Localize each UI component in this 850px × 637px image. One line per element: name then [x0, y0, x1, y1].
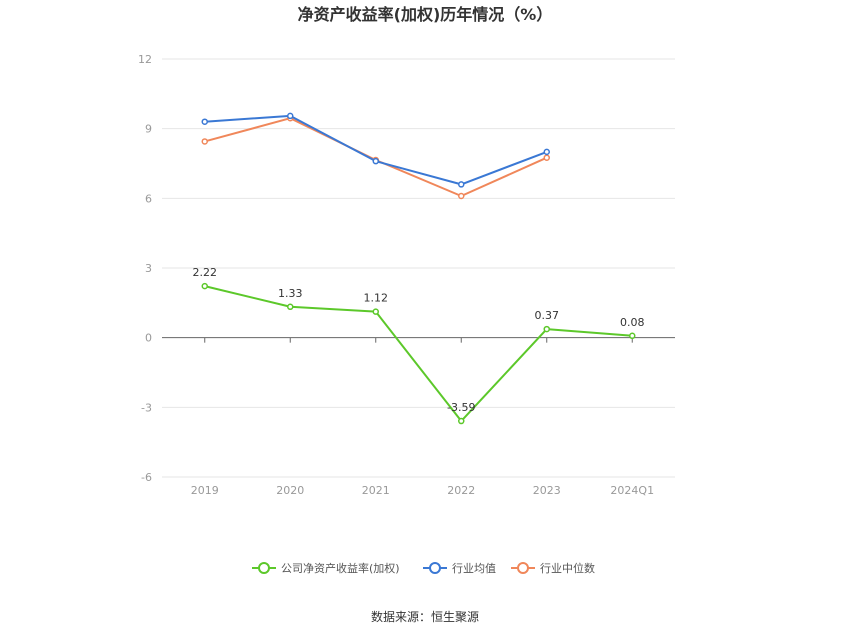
data-point[interactable]	[458, 181, 465, 188]
series-line	[204, 114, 548, 186]
legend-item-2[interactable]: 行业中位数	[511, 561, 595, 575]
legend-marker	[258, 562, 270, 574]
data-point[interactable]	[629, 332, 636, 340]
series-line	[204, 285, 633, 423]
data-point[interactable]	[543, 325, 550, 333]
y-tick-label: -3	[141, 401, 152, 414]
x-tick-label: 2023	[533, 484, 561, 497]
data-point[interactable]	[458, 417, 465, 425]
x-tick-label: 2021	[362, 484, 390, 497]
legend-label: 行业中位数	[540, 561, 595, 575]
y-tick-label: -6	[141, 471, 152, 484]
data-point[interactable]	[287, 303, 294, 311]
x-tick-label: 2020	[276, 484, 304, 497]
data-label: 1.12	[364, 292, 389, 305]
legend-label: 公司净资产收益率(加权)	[281, 561, 400, 575]
x-tick-label: 2022	[447, 484, 475, 497]
y-tick-label: 0	[145, 332, 152, 345]
chart-title: 净资产收益率(加权)历年情况（%）	[298, 5, 553, 24]
grid-lines	[162, 58, 675, 478]
series-layer: 2.22 1.33 1.12 -3.59 0.37 0.08	[193, 112, 645, 425]
data-label: 1.33	[278, 287, 303, 300]
data-point[interactable]	[543, 154, 550, 161]
legend[interactable]: 公司净资产收益率(加权) 行业均值 行业中位数	[252, 561, 595, 575]
data-point[interactable]	[201, 118, 208, 125]
series-1	[201, 112, 550, 188]
x-axis: 2019 2020 2021 2022 2023 2024Q1	[162, 337, 675, 497]
y-tick-label: 3	[145, 262, 152, 275]
data-point[interactable]	[543, 148, 550, 156]
data-label: 2.22	[193, 266, 218, 279]
y-tick-label: 12	[138, 53, 152, 66]
data-label: -3.59	[447, 401, 475, 414]
data-point[interactable]	[458, 192, 465, 200]
data-point[interactable]	[201, 282, 208, 290]
legend-item-0[interactable]: 公司净资产收益率(加权)	[252, 561, 400, 575]
data-point[interactable]	[287, 112, 294, 120]
legend-marker	[429, 562, 441, 574]
legend-item-1[interactable]: 行业均值	[423, 562, 496, 575]
x-tick-label: 2019	[191, 484, 219, 497]
data-point[interactable]	[372, 157, 379, 165]
legend-marker	[517, 562, 529, 574]
series-2	[201, 114, 550, 200]
y-axis-ticks: 12 9 6 3 0 -3 -6	[138, 53, 152, 484]
data-point[interactable]	[201, 138, 208, 145]
y-tick-label: 6	[145, 192, 152, 205]
data-label: 0.37	[535, 309, 560, 322]
y-tick-label: 9	[145, 123, 152, 136]
x-tick-label: 2024Q1	[610, 484, 654, 497]
data-point[interactable]	[372, 308, 379, 315]
source-note: 数据来源：恒生聚源	[371, 609, 479, 624]
series-0: 2.22 1.33 1.12 -3.59 0.37 0.08	[193, 266, 645, 425]
data-label: 0.08	[620, 316, 645, 329]
legend-label: 行业均值	[452, 562, 496, 575]
